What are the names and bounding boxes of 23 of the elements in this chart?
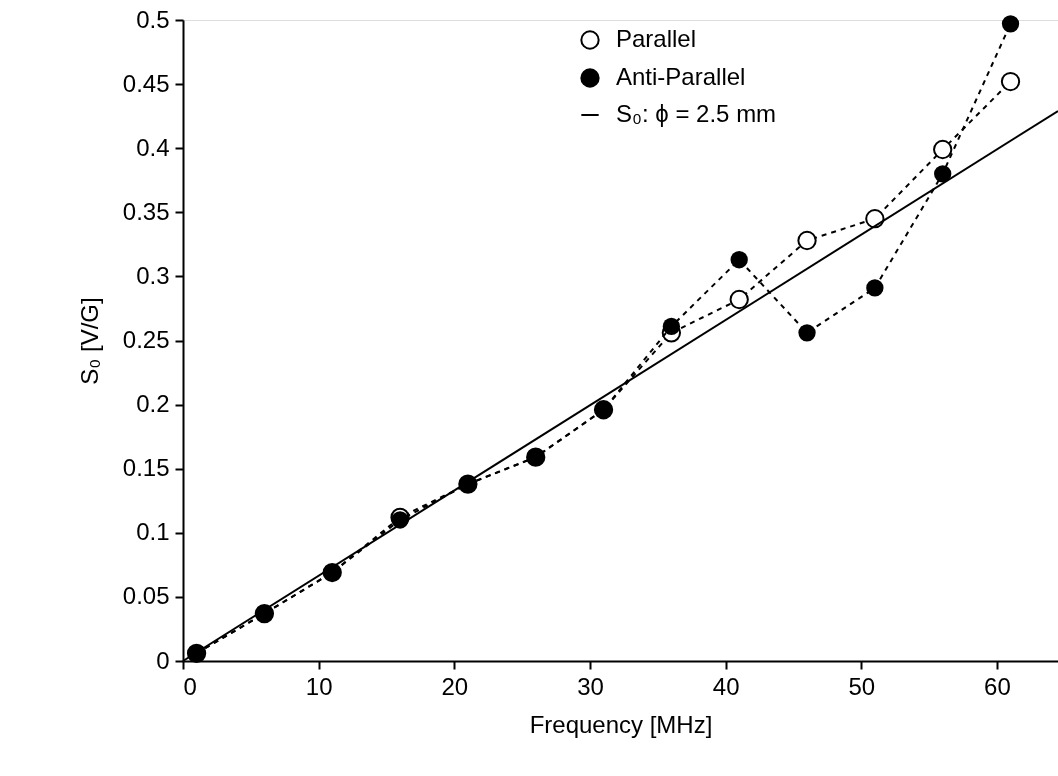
- y-tick-label: 0.1: [136, 518, 170, 546]
- y-tick-label: 0.35: [122, 197, 170, 225]
- x-tick-label: 0: [183, 672, 197, 700]
- y-tick-label: 0.05: [122, 582, 170, 610]
- legend-label: Parallel: [616, 25, 697, 52]
- y-tick-label: 0.3: [136, 261, 170, 289]
- x-tick-label: 40: [712, 672, 740, 700]
- x-axis-title: Frequency [MHz]: [529, 710, 713, 738]
- y-tick-label: 0.2: [136, 390, 170, 418]
- y-tick-label: 0.45: [122, 69, 170, 97]
- x-tick-label: 20: [441, 672, 469, 700]
- y-tick-label: 0: [156, 646, 170, 674]
- y-tick-label: 0.15: [122, 454, 170, 482]
- legend-label: S₀: ϕ = 2.5 mm: [616, 100, 777, 127]
- legend-label: Anti-Parallel: [616, 63, 746, 90]
- y-axis-title: S₀ [V/G]: [75, 297, 103, 385]
- x-tick-label: 10: [305, 672, 333, 700]
- y-tick-label: 0.25: [122, 326, 170, 353]
- x-tick-label: 50: [848, 672, 876, 700]
- x-tick-label: 60: [984, 672, 1011, 700]
- y-tick-label: 0.4: [136, 133, 170, 161]
- x-tick-label: 30: [577, 672, 604, 700]
- y-tick-label: 0.5: [136, 5, 170, 33]
